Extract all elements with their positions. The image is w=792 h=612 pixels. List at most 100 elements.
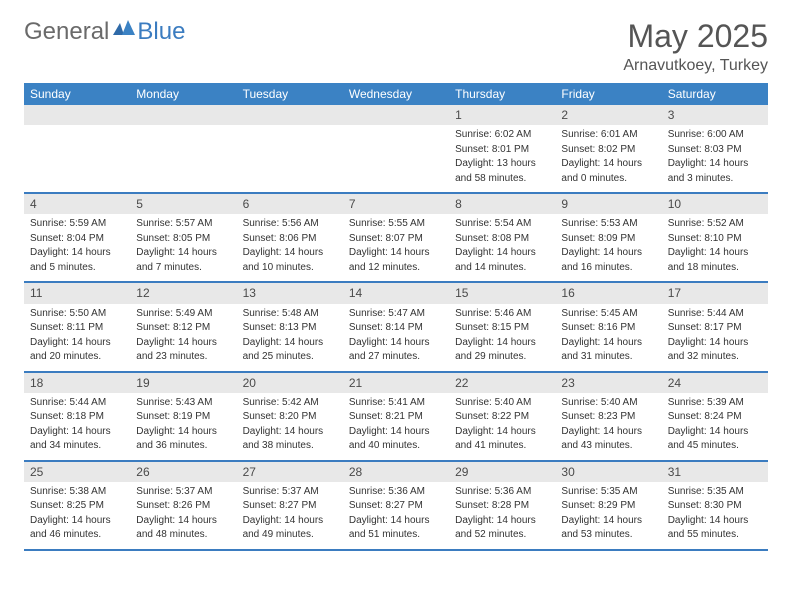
week-row: 25Sunrise: 5:38 AMSunset: 8:25 PMDayligh… [24,462,768,551]
daylight2-text: and 18 minutes. [668,261,762,275]
daylight2-text: and 53 minutes. [561,528,655,542]
title-block: May 2025 Arnavutkoey, Turkey [623,18,768,75]
day-cell: 12Sunrise: 5:49 AMSunset: 8:12 PMDayligh… [130,283,236,370]
day-body: Sunrise: 5:41 AMSunset: 8:21 PMDaylight:… [343,393,449,460]
daylight2-text: and 27 minutes. [349,350,443,364]
daylight2-text: and 36 minutes. [136,439,230,453]
day-number: 24 [662,373,768,393]
day-number: 7 [343,194,449,214]
day-body: Sunrise: 5:48 AMSunset: 8:13 PMDaylight:… [237,304,343,371]
week-row: 4Sunrise: 5:59 AMSunset: 8:04 PMDaylight… [24,194,768,283]
empty-day-cell [237,105,343,192]
day-number: 19 [130,373,236,393]
sunset-text: Sunset: 8:24 PM [668,410,762,424]
day-number: 12 [130,283,236,303]
sunrise-text: Sunrise: 5:41 AM [349,396,443,410]
day-number: 14 [343,283,449,303]
day-body: Sunrise: 5:35 AMSunset: 8:30 PMDaylight:… [662,482,768,549]
calendar-page: General Blue May 2025 Arnavutkoey, Turke… [0,0,792,569]
day-body: Sunrise: 5:42 AMSunset: 8:20 PMDaylight:… [237,393,343,460]
daylight2-text: and 48 minutes. [136,528,230,542]
sunset-text: Sunset: 8:15 PM [455,321,549,335]
day-cell: 11Sunrise: 5:50 AMSunset: 8:11 PMDayligh… [24,283,130,370]
daylight2-text: and 38 minutes. [243,439,337,453]
daylight1-text: Daylight: 14 hours [243,336,337,350]
day-cell: 27Sunrise: 5:37 AMSunset: 8:27 PMDayligh… [237,462,343,549]
sunrise-text: Sunrise: 5:44 AM [668,307,762,321]
daylight1-text: Daylight: 14 hours [668,246,762,260]
day-cell: 10Sunrise: 5:52 AMSunset: 8:10 PMDayligh… [662,194,768,281]
day-number: 13 [237,283,343,303]
sunset-text: Sunset: 8:16 PM [561,321,655,335]
day-body: Sunrise: 5:49 AMSunset: 8:12 PMDaylight:… [130,304,236,371]
day-body: Sunrise: 5:50 AMSunset: 8:11 PMDaylight:… [24,304,130,371]
sunset-text: Sunset: 8:10 PM [668,232,762,246]
empty-day-cell [130,105,236,192]
day-cell: 18Sunrise: 5:44 AMSunset: 8:18 PMDayligh… [24,373,130,460]
day-cell: 30Sunrise: 5:35 AMSunset: 8:29 PMDayligh… [555,462,661,549]
daylight2-text: and 31 minutes. [561,350,655,364]
day-body: Sunrise: 5:56 AMSunset: 8:06 PMDaylight:… [237,214,343,281]
day-body: Sunrise: 5:43 AMSunset: 8:19 PMDaylight:… [130,393,236,460]
sunset-text: Sunset: 8:30 PM [668,499,762,513]
day-cell: 8Sunrise: 5:54 AMSunset: 8:08 PMDaylight… [449,194,555,281]
daylight2-text: and 0 minutes. [561,172,655,186]
day-body: Sunrise: 6:02 AMSunset: 8:01 PMDaylight:… [449,125,555,192]
sunrise-text: Sunrise: 6:00 AM [668,128,762,142]
sunset-text: Sunset: 8:01 PM [455,143,549,157]
day-body: Sunrise: 5:52 AMSunset: 8:10 PMDaylight:… [662,214,768,281]
daylight2-text: and 3 minutes. [668,172,762,186]
sunrise-text: Sunrise: 5:52 AM [668,217,762,231]
daylight2-text: and 12 minutes. [349,261,443,275]
day-body: Sunrise: 5:39 AMSunset: 8:24 PMDaylight:… [662,393,768,460]
day-body: Sunrise: 5:37 AMSunset: 8:27 PMDaylight:… [237,482,343,549]
daylight1-text: Daylight: 14 hours [243,514,337,528]
sunrise-text: Sunrise: 5:38 AM [30,485,124,499]
day-number: 9 [555,194,661,214]
sunrise-text: Sunrise: 5:43 AM [136,396,230,410]
logo-text-part1: General [24,18,109,46]
day-cell: 25Sunrise: 5:38 AMSunset: 8:25 PMDayligh… [24,462,130,549]
day-body: Sunrise: 5:37 AMSunset: 8:26 PMDaylight:… [130,482,236,549]
day-number: 2 [555,105,661,125]
sunrise-text: Sunrise: 5:49 AM [136,307,230,321]
daylight2-text: and 10 minutes. [243,261,337,275]
daylight1-text: Daylight: 14 hours [668,514,762,528]
sunrise-text: Sunrise: 5:40 AM [455,396,549,410]
day-cell: 17Sunrise: 5:44 AMSunset: 8:17 PMDayligh… [662,283,768,370]
sunrise-text: Sunrise: 5:35 AM [561,485,655,499]
daylight1-text: Daylight: 14 hours [455,336,549,350]
empty-day-cell [24,105,130,192]
daylight2-text: and 32 minutes. [668,350,762,364]
day-body: Sunrise: 5:55 AMSunset: 8:07 PMDaylight:… [343,214,449,281]
sunset-text: Sunset: 8:18 PM [30,410,124,424]
sunset-text: Sunset: 8:07 PM [349,232,443,246]
sunset-text: Sunset: 8:21 PM [349,410,443,424]
daylight2-text: and 46 minutes. [30,528,124,542]
day-number: 31 [662,462,768,482]
sunset-text: Sunset: 8:28 PM [455,499,549,513]
sunset-text: Sunset: 8:12 PM [136,321,230,335]
weekday-header-cell: Sunday [24,83,130,105]
sunset-text: Sunset: 8:27 PM [243,499,337,513]
daylight2-text: and 55 minutes. [668,528,762,542]
daylight2-text: and 16 minutes. [561,261,655,275]
sunset-text: Sunset: 8:06 PM [243,232,337,246]
daylight1-text: Daylight: 14 hours [136,514,230,528]
sunrise-text: Sunrise: 5:35 AM [668,485,762,499]
daylight1-text: Daylight: 14 hours [455,246,549,260]
location-label: Arnavutkoey, Turkey [623,57,768,75]
day-number: 28 [343,462,449,482]
daylight2-text: and 20 minutes. [30,350,124,364]
day-body: Sunrise: 5:45 AMSunset: 8:16 PMDaylight:… [555,304,661,371]
day-body: Sunrise: 5:36 AMSunset: 8:27 PMDaylight:… [343,482,449,549]
sunrise-text: Sunrise: 5:44 AM [30,396,124,410]
day-body: Sunrise: 5:36 AMSunset: 8:28 PMDaylight:… [449,482,555,549]
day-cell: 15Sunrise: 5:46 AMSunset: 8:15 PMDayligh… [449,283,555,370]
day-cell: 19Sunrise: 5:43 AMSunset: 8:19 PMDayligh… [130,373,236,460]
sunrise-text: Sunrise: 5:40 AM [561,396,655,410]
sunrise-text: Sunrise: 6:01 AM [561,128,655,142]
sunrise-text: Sunrise: 5:37 AM [243,485,337,499]
day-cell: 21Sunrise: 5:41 AMSunset: 8:21 PMDayligh… [343,373,449,460]
daylight1-text: Daylight: 14 hours [30,336,124,350]
